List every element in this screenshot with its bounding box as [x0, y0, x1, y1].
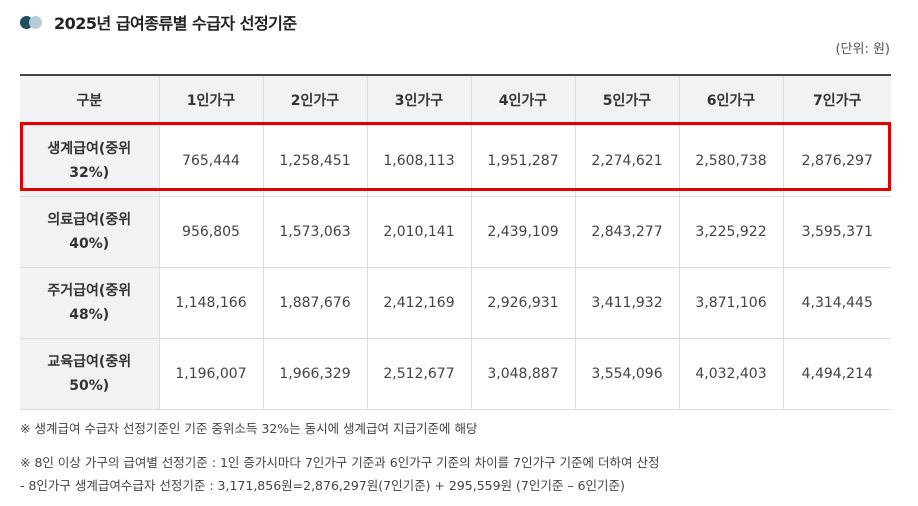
note-eight-household-example: - 8인가구 생계급여수급자 선정기준 : 3,171,856원=2,876,2… [20, 478, 625, 493]
table-cell: 3,554,096 [575, 338, 680, 410]
table-cell: 1,148,166 [159, 267, 264, 339]
row-label-education: 교육급여(중위 50%) [20, 338, 160, 410]
title-bullet-icon [20, 15, 46, 29]
table-cell: 3,871,106 [679, 267, 784, 339]
table-cell: 4,494,214 [783, 338, 891, 410]
table-cell: 956,805 [159, 196, 264, 268]
table-cell: 2,843,277 [575, 196, 680, 268]
header-household-3: 3인가구 [367, 74, 472, 126]
row-label-livelihood: 생계급여(중위 32%) [20, 125, 160, 197]
section-header: 2025년 급여종류별 수급자 선정기준 [20, 11, 297, 33]
row-label-medical: 의료급여(중위 40%) [20, 196, 160, 268]
table-cell: 2,926,931 [471, 267, 576, 339]
header-category: 구분 [20, 74, 160, 126]
header-household-7: 7인가구 [783, 74, 891, 126]
table-cell: 2,512,677 [367, 338, 472, 410]
table-cell: 1,608,113 [367, 125, 472, 197]
header-household-4: 4인가구 [471, 74, 576, 126]
table-cell: 2,439,109 [471, 196, 576, 268]
table-cell: 2,580,738 [679, 125, 784, 197]
table-cell: 2,412,169 [367, 267, 472, 339]
table-cell: 765,444 [159, 125, 264, 197]
note-eight-plus-household: ※ 8인 이상 가구의 급여별 선정기준 : 1인 증가시마다 7인가구 기준과… [20, 455, 660, 470]
table-cell: 3,595,371 [783, 196, 891, 268]
table-row-housing: 주거급여(중위 48%) 1,148,166 1,887,676 2,412,16… [20, 267, 891, 339]
table-cell: 2,876,297 [783, 125, 891, 197]
table-cell: 1,196,007 [159, 338, 264, 410]
header-household-1: 1인가구 [159, 74, 264, 126]
header-household-6: 6인가구 [679, 74, 784, 126]
table-cell: 3,048,887 [471, 338, 576, 410]
table-cell: 4,314,445 [783, 267, 891, 339]
table-cell: 1,258,451 [263, 125, 368, 197]
table-cell: 2,274,621 [575, 125, 680, 197]
table-row-education: 교육급여(중위 50%) 1,196,007 1,966,329 2,512,67… [20, 338, 891, 410]
table-cell: 1,573,063 [263, 196, 368, 268]
table-cell: 1,966,329 [263, 338, 368, 410]
header-household-5: 5인가구 [575, 74, 680, 126]
selection-criteria-table: 구분 1인가구 2인가구 3인가구 4인가구 5인가구 6인가구 7인가구 생계… [20, 74, 891, 410]
page-title: 2025년 급여종류별 수급자 선정기준 [54, 14, 297, 33]
note-livelihood-standard: ※ 생계급여 수급자 선정기준인 기준 중위소득 32%는 동시에 생계급여 지… [20, 421, 478, 436]
table-cell: 4,032,403 [679, 338, 784, 410]
table-cell: 3,225,922 [679, 196, 784, 268]
table-row-livelihood: 생계급여(중위 32%) 765,444 1,258,451 1,608,113 … [20, 125, 891, 197]
table-cell: 1,951,287 [471, 125, 576, 197]
table-header-row: 구분 1인가구 2인가구 3인가구 4인가구 5인가구 6인가구 7인가구 [20, 74, 891, 126]
header-household-2: 2인가구 [263, 74, 368, 126]
table-row-medical: 의료급여(중위 40%) 956,805 1,573,063 2,010,141 … [20, 196, 891, 268]
table-cell: 1,887,676 [263, 267, 368, 339]
row-label-housing: 주거급여(중위 48%) [20, 267, 160, 339]
unit-label: (단위: 원) [835, 42, 890, 57]
table-cell: 3,411,932 [575, 267, 680, 339]
table-cell: 2,010,141 [367, 196, 472, 268]
